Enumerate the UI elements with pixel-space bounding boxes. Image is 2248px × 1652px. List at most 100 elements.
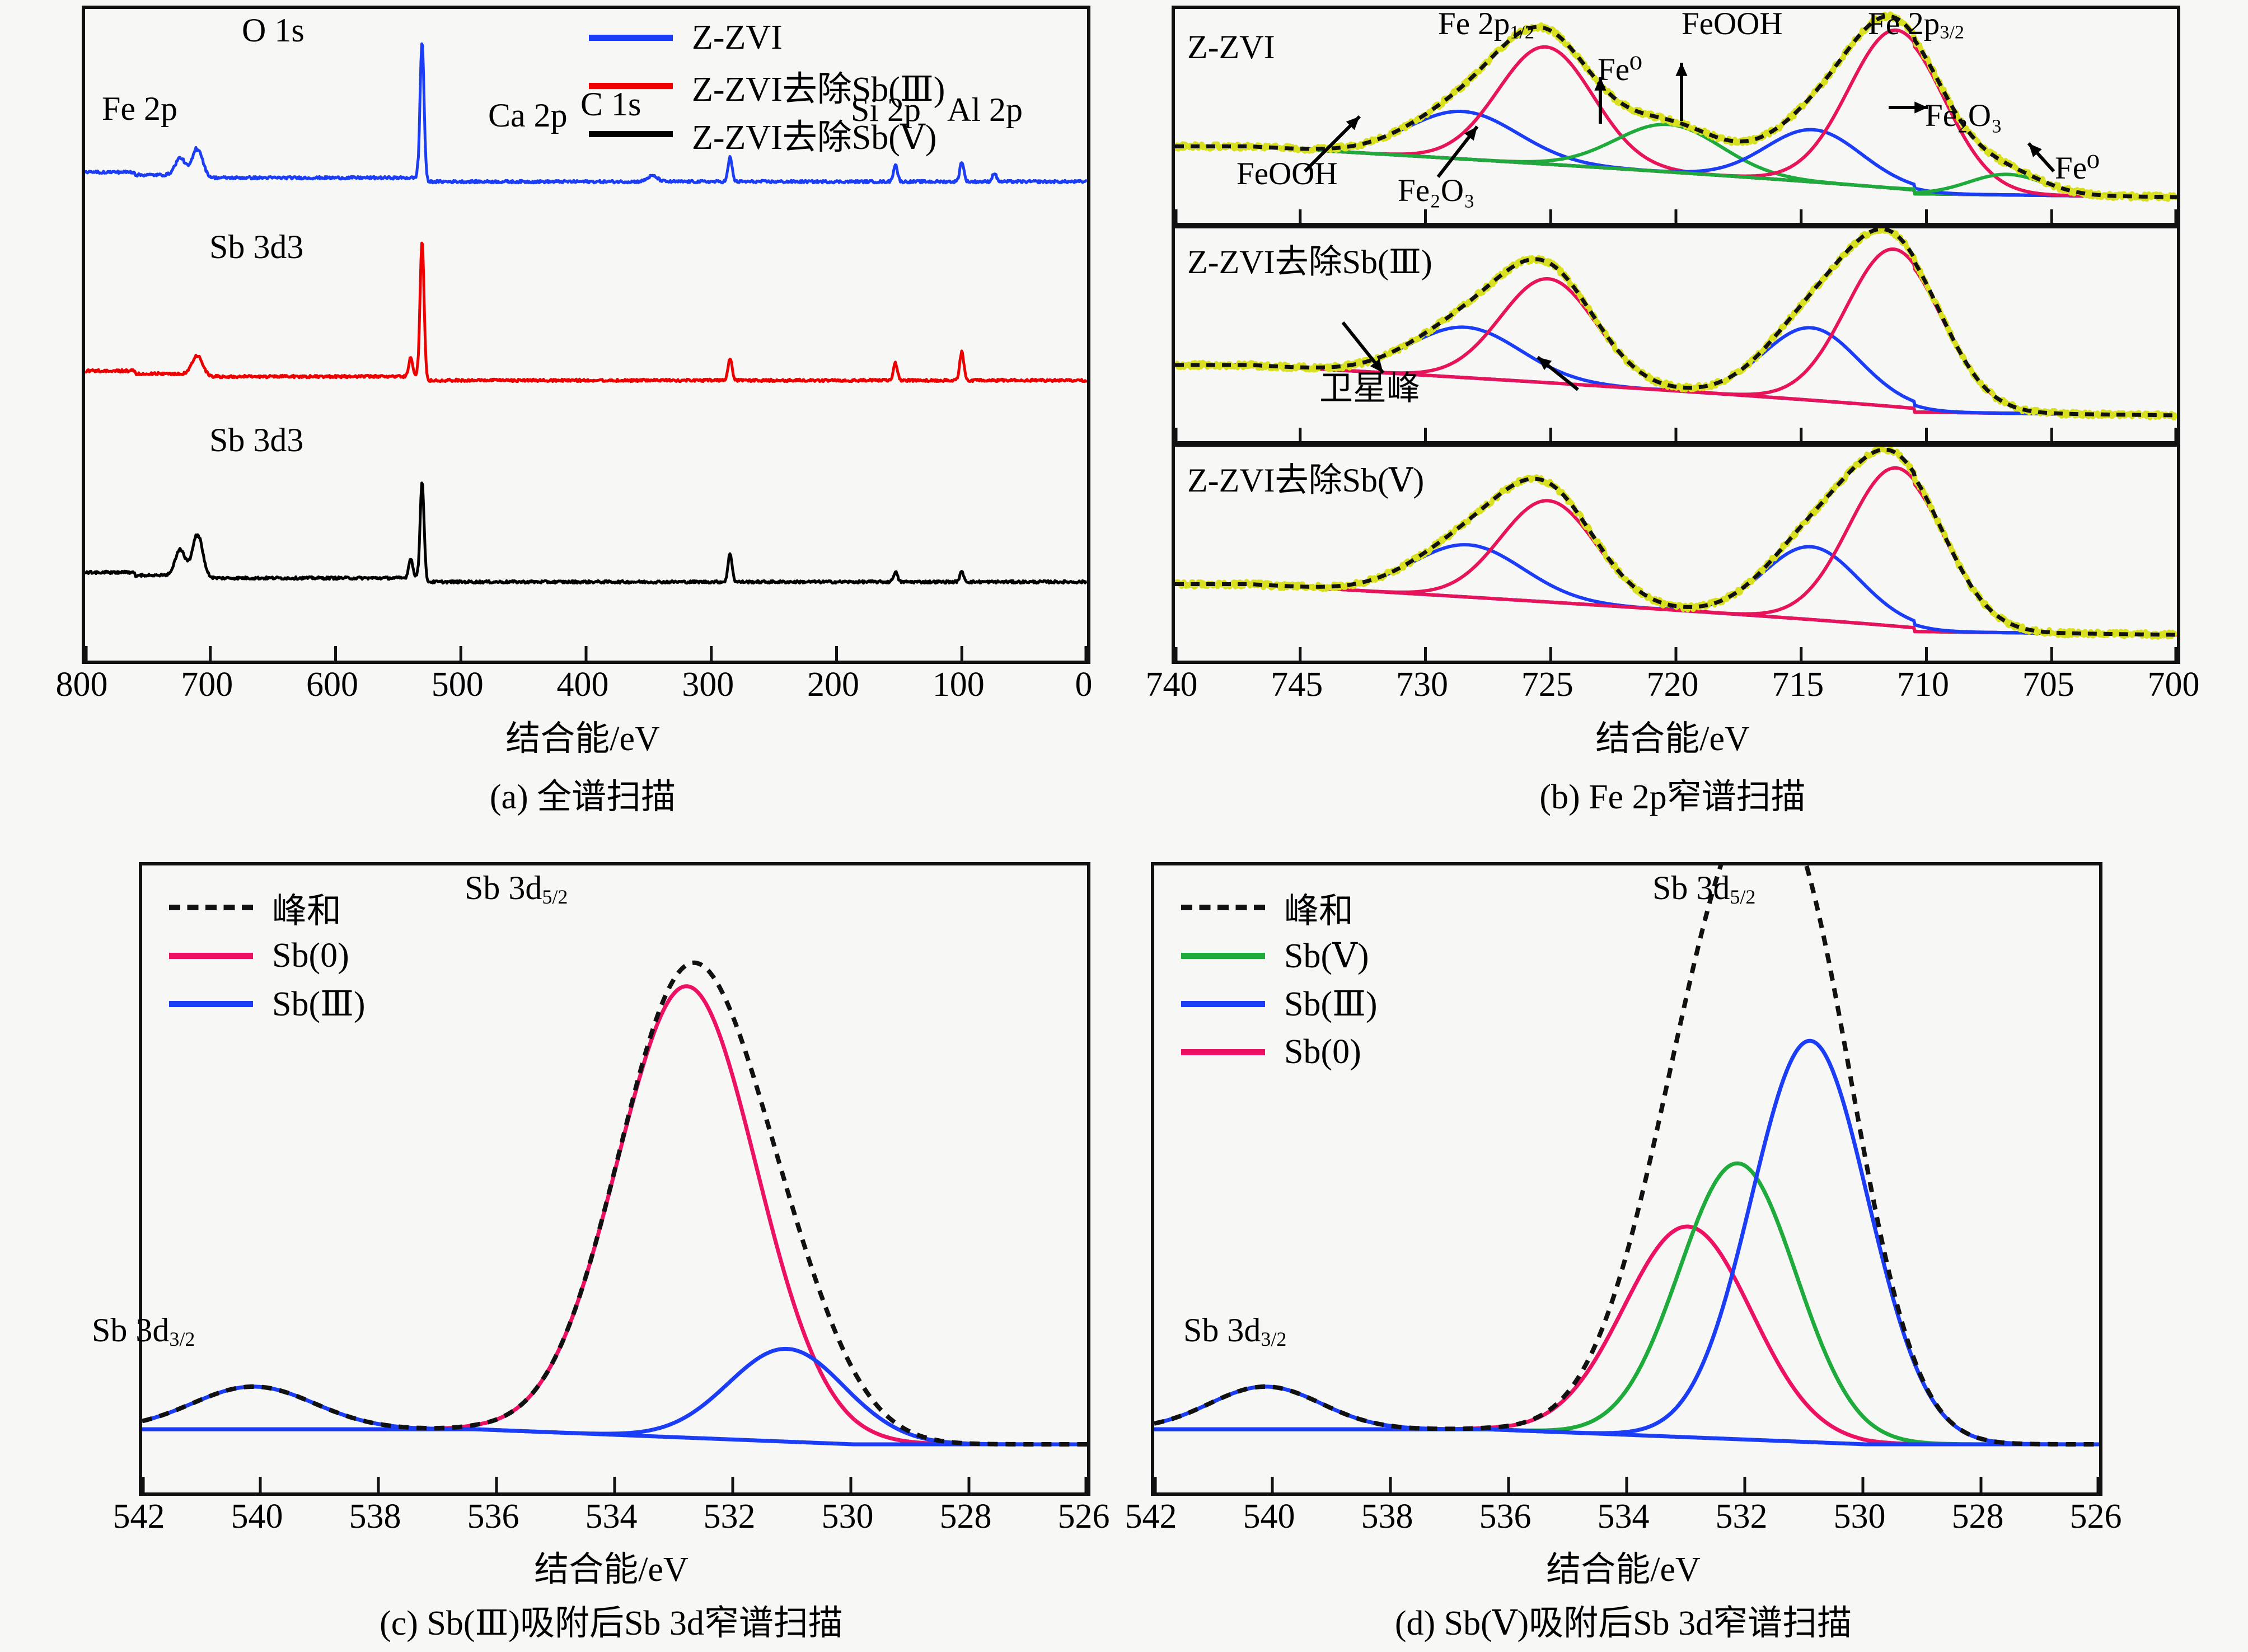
x-tick-label: 800 (55, 666, 108, 704)
legend-swatch (1181, 905, 1265, 910)
panel-d: 峰和 Sb(Ⅴ) Sb(Ⅲ) Sb(0) Sb 3d5/2 Sb 3d3/2 542 5… (1124, 834, 2248, 1652)
legend-label: Z-ZVI (692, 18, 783, 57)
x-tick-label: 720 (1646, 666, 1699, 704)
x-tick-label: 200 (807, 666, 859, 704)
sb-3d52-label-c: Sb 3d5/2 (465, 869, 568, 908)
panel-b-caption: (b) Fe 2p窄谱扫描 (1539, 778, 1806, 816)
x-tick-label: 705 (2022, 666, 2074, 704)
x-tick-label: 740 (1145, 666, 1198, 704)
x-tick-label: 542 (1125, 1497, 1177, 1536)
sb-3d3-red-label: Sb 3d3 (209, 228, 304, 265)
si-2p-label: Si 2p (851, 91, 921, 128)
legend-swatch (589, 130, 673, 137)
x-tick-label: 100 (932, 666, 985, 704)
legend-swatch (169, 905, 253, 910)
panel-b-subplot-top: Z-ZVI FeOOH Fe₂O₃ Fe 2p1/2 Fe⁰ FeOOH Fe … (1172, 6, 2180, 226)
panel-d-xticks: 542 540 538 536 534 532 530 528 526 (1125, 1496, 2122, 1537)
legend-label: Sb(0) (272, 936, 349, 975)
x-tick-label: 700 (181, 666, 233, 704)
legend-swatch (169, 952, 253, 959)
x-tick-label: 725 (1521, 666, 1573, 704)
legend-item[interactable]: Z-ZVI (589, 13, 945, 62)
x-tick-label: 538 (349, 1497, 401, 1536)
legend-label: Sb(Ⅴ) (1284, 937, 1369, 975)
panel-d-legend: 峰和 Sb(Ⅴ) Sb(Ⅲ) Sb(0) (1181, 883, 1378, 1076)
legend-label: Sb(Ⅲ) (272, 985, 366, 1023)
panel-d-plot: 峰和 Sb(Ⅴ) Sb(Ⅲ) Sb(0) Sb 3d5/2 Sb 3d3/2 (1151, 862, 2102, 1496)
panel-b-subplot-mid: Z-ZVI去除Sb(Ⅲ) 卫星峰 (1172, 225, 2180, 444)
x-tick-label: 530 (1833, 1497, 1886, 1536)
legend-item[interactable]: 峰和 (169, 883, 366, 932)
x-tick-label: 745 (1271, 666, 1323, 704)
x-tick-label: 500 (431, 666, 484, 704)
legend-item[interactable]: Sb(0) (169, 932, 366, 980)
al-2p-label: Al 2p (947, 91, 1023, 128)
panel-c-caption: (c) Sb(Ⅲ)吸附后Sb 3d窄谱扫描 (380, 1604, 843, 1642)
panel-b-subplot-bottom: Z-ZVI去除Sb(Ⅴ) (1172, 443, 2180, 664)
x-tick-label: 530 (821, 1497, 874, 1536)
x-tick-label: 534 (1597, 1497, 1650, 1536)
o-1s-label: O 1s (242, 12, 305, 49)
x-tick-label: 538 (1361, 1497, 1413, 1536)
x-tick-label: 730 (1396, 666, 1448, 704)
panel-a-axis-title: 结合能/eV (505, 720, 660, 758)
x-tick-label: 534 (585, 1497, 638, 1536)
x-tick-label: 710 (1897, 666, 1949, 704)
panel-a-caption: (a) 全谱扫描 (489, 778, 676, 816)
x-tick-label: 528 (939, 1497, 992, 1536)
sb-3d32-label-c: Sb 3d3/2 (92, 1312, 195, 1350)
x-tick-label: 528 (1951, 1497, 2004, 1536)
sb-3d52-label-d: Sb 3d5/2 (1652, 869, 1756, 908)
legend-item[interactable]: Sb(Ⅲ) (1181, 980, 1378, 1028)
x-tick-label: 532 (703, 1497, 756, 1536)
legend-label: 峰和 (1284, 892, 1354, 930)
legend-swatch (589, 34, 673, 41)
legend-item[interactable]: Z-ZVI去除Sb(Ⅲ) (589, 62, 945, 110)
legend-swatch (169, 1000, 253, 1007)
legend-label: 峰和 (272, 892, 342, 930)
x-tick-label: 715 (1772, 666, 1824, 704)
x-tick-label: 540 (1243, 1497, 1295, 1536)
panel-b: Z-ZVI FeOOH Fe₂O₃ Fe 2p1/2 Fe⁰ FeOOH Fe … (1124, 0, 2248, 834)
feooh-mid-label: FeOOH (1682, 6, 1783, 41)
legend-label: Sb(0) (1284, 1032, 1361, 1071)
fe-2p-label: Fe 2p (102, 90, 177, 127)
x-tick-label: 526 (2069, 1497, 2122, 1536)
legend-swatch (1181, 1000, 1265, 1007)
fe-2p32-label: Fe 2p3/2 (1868, 6, 1964, 43)
legend-label: Sb(Ⅲ) (1284, 985, 1378, 1023)
x-tick-label: 536 (1479, 1497, 1532, 1536)
panel-a-legend: Z-ZVI Z-ZVI去除Sb(Ⅲ) Z-ZVI去除Sb(Ⅴ) (589, 13, 945, 158)
satellite-peak-label: 卫星峰 (1319, 370, 1420, 407)
panel-c-axis-title: 结合能/eV (534, 1551, 689, 1589)
panel-c-legend: 峰和 Sb(0) Sb(Ⅲ) (169, 883, 366, 1028)
panel-c-xticks: 542 540 538 536 534 532 530 528 526 (113, 1496, 1110, 1537)
legend-item[interactable]: Sb(0) (1181, 1028, 1378, 1076)
x-tick-label: 400 (556, 666, 609, 704)
x-tick-label: 526 (1057, 1497, 1110, 1536)
x-tick-label: 532 (1715, 1497, 1768, 1536)
legend-item[interactable]: Sb(Ⅴ) (1181, 932, 1378, 980)
panel-d-caption: (d) Sb(Ⅴ)吸附后Sb 3d窄谱扫描 (1394, 1604, 1852, 1642)
legend-swatch (1181, 952, 1265, 959)
panel-b-xticks: 740 745 730 725 720 715 710 705 700 (1146, 664, 2200, 705)
subpanel-title-sb5: Z-ZVI去除Sb(Ⅴ) (1187, 462, 1425, 499)
x-tick-label: 700 (2147, 666, 2200, 704)
legend-label: Z-ZVI去除Sb(Ⅴ) (692, 119, 937, 157)
sb-3d32-label-d: Sb 3d3/2 (1183, 1312, 1287, 1350)
x-tick-label: 542 (113, 1497, 165, 1536)
ca-2p-label: Ca 2p (488, 97, 568, 134)
x-tick-label: 540 (231, 1497, 283, 1536)
legend-item[interactable]: Z-ZVI去除Sb(Ⅴ) (589, 110, 945, 158)
subpanel-title-sb3: Z-ZVI去除Sb(Ⅲ) (1187, 244, 1432, 280)
x-tick-label: 600 (306, 666, 358, 704)
legend-item[interactable]: 峰和 (1181, 883, 1378, 932)
feooh-left-label: FeOOH (1237, 156, 1338, 191)
legend-item[interactable]: Sb(Ⅲ) (169, 980, 366, 1028)
fe0-mid-label: Fe⁰ (1598, 52, 1642, 87)
panel-d-axis-title: 结合能/eV (1546, 1551, 1701, 1589)
legend-label: Z-ZVI去除Sb(Ⅲ) (692, 71, 945, 109)
legend-swatch (1181, 1049, 1265, 1055)
x-tick-label: 300 (682, 666, 734, 704)
